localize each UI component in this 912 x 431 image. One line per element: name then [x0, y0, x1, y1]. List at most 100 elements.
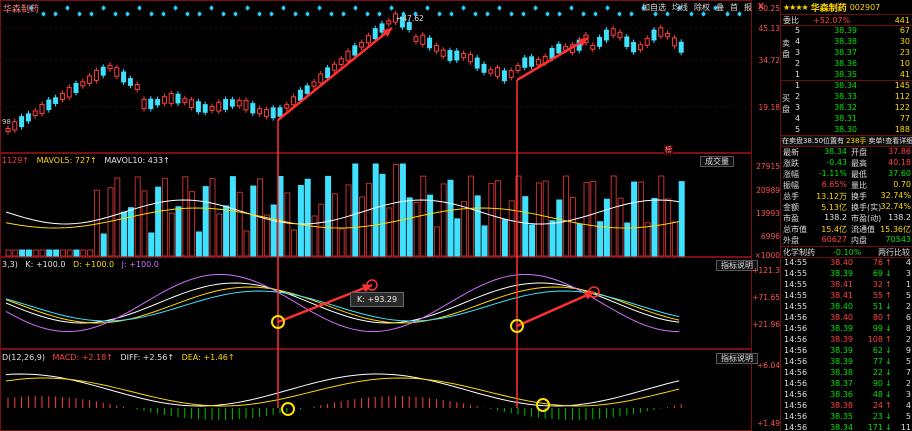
overlay-button[interactable]: 叠 [716, 3, 724, 12]
candle-body [216, 101, 222, 112]
arrow-down-icon: ↓ [885, 379, 892, 388]
first-button[interactable]: 首 [730, 3, 738, 12]
order-book-row[interactable]: 1 38.35 41 [781, 70, 912, 81]
macd-help-button[interactable]: 指标说明 [716, 353, 758, 364]
event-marker-icon [197, 12, 202, 17]
tick-volume: 48 [872, 390, 883, 399]
report-button[interactable]: 报 [744, 3, 752, 12]
arrow-down-icon: ↓ [885, 368, 892, 377]
order-book-row[interactable]: 4 38.38 30 [781, 37, 912, 48]
kdj-help-button[interactable]: 指标说明 [716, 260, 758, 271]
volume-bar [508, 200, 515, 257]
candle-body [284, 104, 290, 109]
macd-axis-tick: +6.04 [757, 361, 780, 370]
candle-body [87, 75, 93, 84]
chart-canvas[interactable] [0, 0, 780, 431]
candle-body [12, 121, 18, 131]
candle-body [155, 99, 161, 106]
tick-volume: 99 [872, 324, 883, 333]
event-marker-icon [125, 12, 130, 17]
exright-button[interactable]: 除权 [694, 3, 710, 12]
volume-bar [583, 181, 590, 257]
volume-legend: 1129↑ MAVOL5: 727↑ MAVOL10: 433↑ [2, 156, 170, 165]
tick-price: 38.41 [830, 280, 853, 289]
volume-bar [624, 222, 631, 257]
volume-bar [515, 175, 522, 257]
candle-body [127, 78, 133, 86]
tick-time: 14:56 [784, 390, 808, 399]
volume-bar [223, 205, 230, 257]
tick-time: 14:55 [784, 280, 808, 289]
order-book-row[interactable]: 2 38.36 10 [781, 59, 912, 70]
volume-menu-button[interactable]: 成交量 [700, 156, 734, 167]
order-book-row[interactable]: 5 38.39 67 [781, 26, 912, 37]
volume-bar [25, 249, 32, 257]
volume-bar [488, 182, 495, 257]
tick-time: 14:55 [784, 258, 808, 267]
highlight-circle [281, 402, 295, 416]
volume-bar [73, 249, 80, 257]
candle-body [182, 98, 188, 103]
order-book-row[interactable]: 3 38.32 122 [781, 103, 912, 114]
volume-bar [406, 197, 413, 257]
candle-body [393, 13, 399, 23]
volume-bar [563, 175, 570, 257]
tick-price: 38.39 [830, 324, 853, 333]
event-marker-icon [161, 12, 166, 17]
ma-button[interactable]: 均线 [672, 3, 688, 12]
quote-label: 金额 [783, 203, 799, 212]
compare-button[interactable]: 两行比较 [878, 247, 910, 257]
candle-body [5, 128, 11, 132]
tick-price: 38.40 [830, 258, 853, 267]
quote-label: 最新 [783, 148, 799, 157]
tick-volume: 69 [872, 269, 883, 278]
peak-circle [588, 286, 600, 298]
quote-value: 37.60 [888, 169, 911, 178]
volume-bar [12, 249, 19, 257]
tick-row: 14:56 38.37 90 ↓ 2 [781, 379, 912, 390]
tick-time: 14:55 [784, 302, 808, 311]
order-book-row[interactable]: 2 38.33 112 [781, 92, 912, 103]
tick-count: 3 [905, 269, 911, 278]
volume: 23 [899, 48, 910, 57]
candle-body [631, 42, 637, 53]
order-book-row[interactable]: 5 38.30 188 [781, 125, 912, 136]
stock-code: 002907 [849, 2, 881, 12]
volume-bar [325, 175, 332, 257]
arrow-down-icon: ↓ [885, 302, 892, 311]
arrow-up-icon: ↑ [885, 313, 892, 322]
close-icon[interactable]: X [758, 2, 765, 11]
volume-bar [175, 206, 182, 257]
candle-body [148, 98, 154, 110]
order-book-row[interactable]: 1 38.34 145 [781, 81, 912, 92]
volume-bar [597, 221, 604, 257]
info-bar[interactable]: 在卖盘38.50位置有 238手 卖单!查看详细 [781, 135, 912, 146]
candle-body [365, 35, 371, 44]
highlight-circle [510, 319, 524, 333]
macd-axis-tick: +1.49 [757, 419, 780, 428]
order-book-row[interactable]: 4 38.31 77 [781, 114, 912, 125]
kdj-axis-tick: +71.65 [752, 293, 780, 302]
quote-value: 32.74% [880, 202, 911, 211]
volume-bar [5, 249, 12, 257]
mark-badge[interactable]: 榜 [664, 145, 673, 155]
tick-volume: 51 [872, 302, 883, 311]
candle-body [66, 86, 72, 98]
quote-label: 市盈(动) [851, 214, 882, 223]
level: 4 [795, 37, 801, 46]
volume-bar [413, 201, 420, 257]
add-watchlist-button[interactable]: 加自选 [642, 3, 666, 12]
chart-area[interactable]: 华森制药 98 ←47.62 榜 加自选 均线 除权 叠 首 报 X 50.25… [0, 0, 780, 431]
tick-volume: 80 [872, 313, 883, 322]
volume-bar [311, 215, 318, 257]
mavol5-line [5, 199, 680, 225]
candle-body [447, 50, 453, 61]
volume-bar [141, 190, 148, 257]
tick-price: 38.38 [830, 368, 853, 377]
quote-value: 15.4亿 [821, 225, 847, 234]
event-marker-icon [185, 12, 190, 17]
volume: 67 [899, 26, 910, 35]
volume-bar [216, 213, 223, 257]
candle-body [379, 23, 385, 33]
order-book-row[interactable]: 3 38.37 23 [781, 48, 912, 59]
